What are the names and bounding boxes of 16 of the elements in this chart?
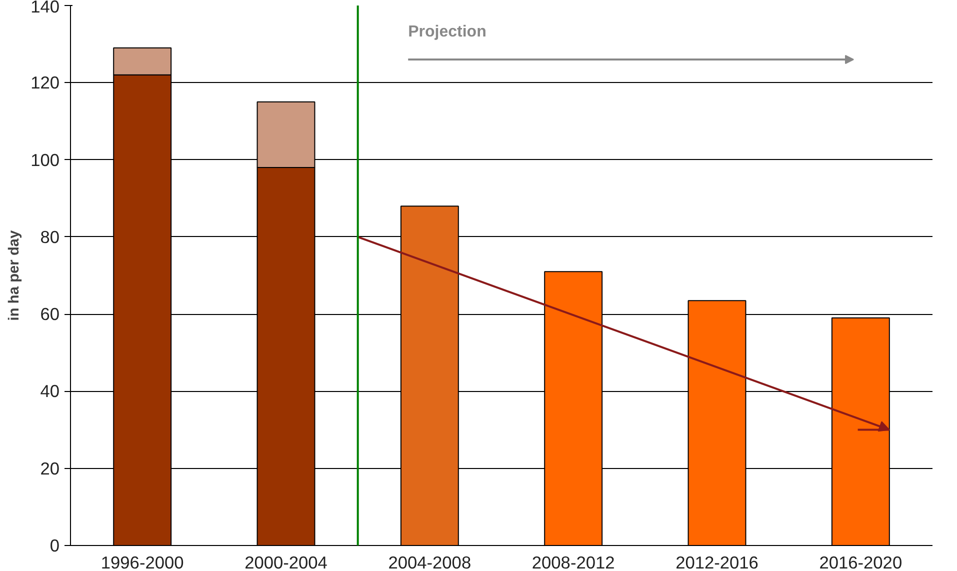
y-tick-label: 120: [30, 72, 60, 93]
x-tick-label: 2012-2016: [676, 552, 758, 571]
y-tick-label: 80: [40, 226, 60, 247]
x-tick-label: 2004-2008: [388, 552, 472, 571]
x-tick-label: 2008-2012: [532, 552, 615, 571]
y-tick-label: 140: [30, 0, 60, 16]
y-tick-label: 20: [40, 458, 60, 478]
y-tick-label: 100: [30, 150, 60, 170]
y-axis-title: in ha per day: [6, 229, 23, 321]
x-tick-label: 2000-2004: [244, 552, 328, 571]
x-tick-label: 2016-2020: [819, 552, 902, 571]
y-tick-label: 60: [40, 304, 60, 324]
annotation: Projection: [408, 24, 486, 41]
y-tick-label: 0: [50, 536, 60, 556]
x-tick-label: 1996-2000: [100, 552, 184, 571]
y-tick-label: 40: [40, 381, 60, 402]
